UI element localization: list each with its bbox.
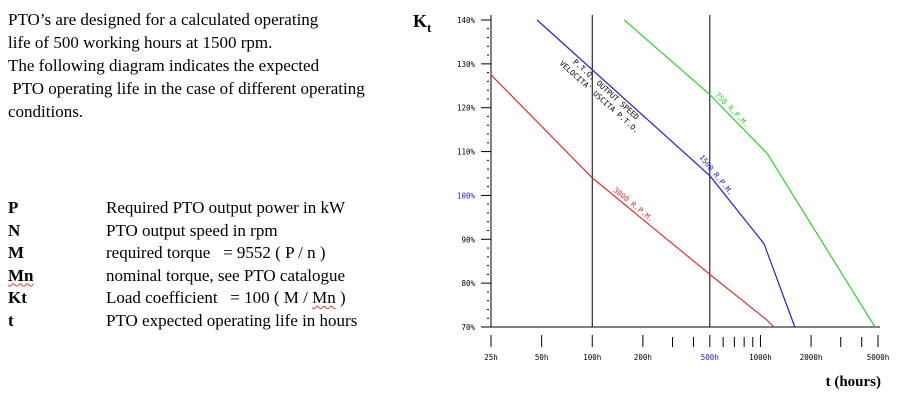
intro-text: PTO’s are designed for a calculated oper… <box>8 8 418 123</box>
definition-symbol: Kt <box>8 288 27 307</box>
definition-text: required torque = 9552 ( P / n ) <box>106 243 326 262</box>
y-axis-label-sub: t <box>427 20 432 35</box>
x-tick-label: 5000h <box>867 353 890 362</box>
x-axis-label: t (hours) <box>826 374 881 390</box>
intro-line: conditions. <box>8 102 84 121</box>
series-label-3000: 3000 R.P.M. <box>611 185 655 223</box>
y-tick-label: 90% <box>461 235 475 244</box>
series-line <box>536 19 796 328</box>
plot-area: 70% 80% 90% 100% 110% 120% 130% 140% 25h 50h 100h 2… <box>457 15 889 362</box>
x-tick-label: 1000h <box>749 353 772 362</box>
intro-line: The following diagram indicates the expe… <box>8 56 320 75</box>
x-tick-label: 25h <box>484 353 498 362</box>
intro-line: PTO’s are designed for a calculated oper… <box>8 10 319 29</box>
y-axis-label: Kt <box>413 11 432 35</box>
definition-text: Load coefficient = 100 ( M / Mn ) <box>106 287 346 310</box>
definition-text: Required PTO output power in kW <box>106 198 346 217</box>
x-tick-label: 200h <box>634 353 652 362</box>
definition-text: PTO expected operating life in hours <box>106 310 358 330</box>
y-tick-label: 100% <box>457 191 476 200</box>
y-tick-label: 70% <box>461 323 475 332</box>
definition-symbol: M <box>8 243 25 262</box>
x-tick-label: 100h <box>583 353 601 362</box>
intro-line: life of 500 working hours at 1500 rpm. <box>8 33 273 52</box>
y-tick-label: 110% <box>457 148 476 157</box>
definition-symbol: Mn <box>8 265 34 285</box>
definition-symbol: N <box>8 220 21 240</box>
x-tick-label: 50h <box>535 353 549 362</box>
definition-text-part: ) <box>335 288 346 307</box>
series-label-1500: 1500 R.P.M. <box>697 153 735 197</box>
speed-annotation-line: VELOCITA' USCITA P.T.O. <box>558 59 641 135</box>
series-line <box>623 19 876 328</box>
speed-annotation-line: P.T.O. OUTPUT SPEED <box>571 57 641 121</box>
x-tick-label: 500h <box>701 353 719 362</box>
y-axis-label-main: K <box>413 11 427 31</box>
definition-symbol: P <box>8 198 19 217</box>
intro-line: PTO operating life in the case of differ… <box>8 79 365 98</box>
y-tick-label: 80% <box>461 279 475 288</box>
x-tick-label: 2000h <box>800 353 823 362</box>
y-tick-label: 140% <box>457 16 476 25</box>
y-tick-label: 120% <box>457 104 476 113</box>
definition-text-part: Load coefficient = 100 ( M / <box>106 288 313 307</box>
definition-symbol: t <box>8 310 14 330</box>
series-line <box>490 74 775 328</box>
definition-text: nominal torque, see PTO catalogue <box>106 265 346 285</box>
definition-text-underlined: Mn <box>312 288 336 307</box>
series-label-750: 750 R.P.M. <box>713 90 751 129</box>
definition-text: PTO output speed in rpm <box>106 220 278 240</box>
y-tick-label: 130% <box>457 60 476 69</box>
